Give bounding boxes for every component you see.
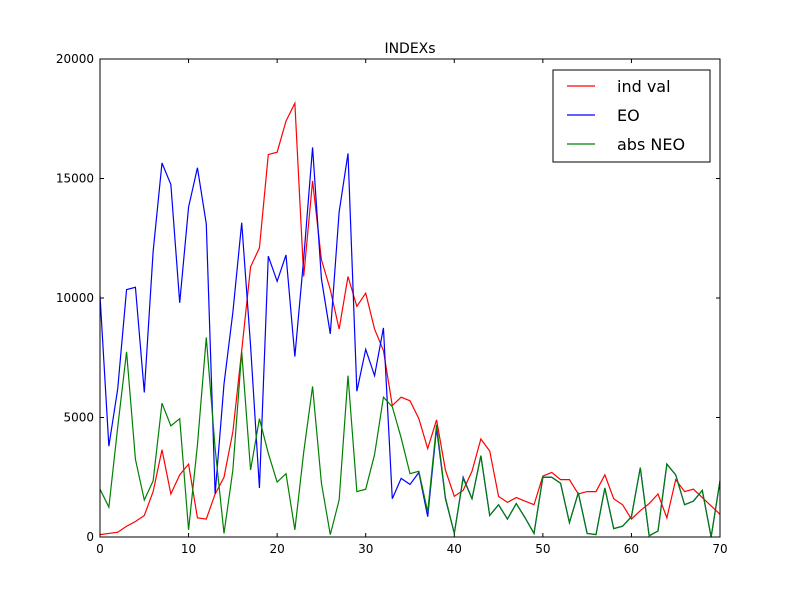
y-tick-label: 5000: [63, 411, 94, 425]
y-tick-label: 10000: [56, 291, 94, 305]
x-tick-label: 10: [181, 542, 196, 556]
y-tick-label: 0: [86, 530, 94, 544]
x-tick-label: 40: [447, 542, 462, 556]
legend-label-1: EO: [617, 106, 640, 125]
legend-label-2: abs NEO: [617, 135, 685, 154]
series-line-2: [99, 337, 721, 538]
series-layer: [99, 100, 721, 538]
x-tick-label: 30: [358, 542, 373, 556]
axes-layer: 0 10 20 30 40 50 60 70 0 5000 10000 15000 20000: [56, 52, 728, 556]
x-tick-label: 0: [96, 542, 104, 556]
legend-label-0: ind val: [617, 77, 671, 96]
x-tick-label: 60: [624, 542, 639, 556]
chart-title: INDEXs: [384, 41, 435, 57]
y-tick-label: 15000: [56, 172, 94, 186]
legend-box: [552, 69, 711, 163]
series-line-0: [99, 100, 721, 536]
x-tick-label: 20: [270, 542, 285, 556]
x-tick-label: 50: [535, 542, 550, 556]
series-line-1: [99, 147, 721, 538]
legend: ind val EO abs NEO: [552, 69, 711, 163]
x-tick-label: 70: [712, 542, 727, 556]
y-tick-label: 20000: [56, 52, 94, 66]
